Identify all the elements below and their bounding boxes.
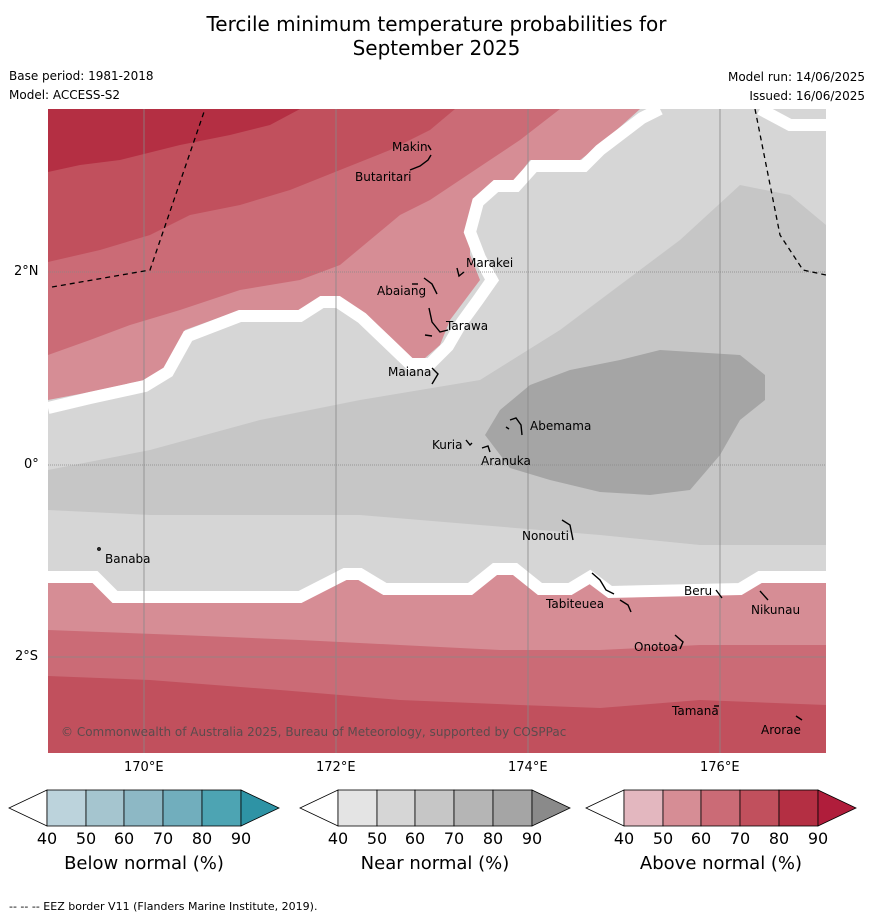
place-label: Tarawa — [445, 319, 488, 333]
lat-tick: 2°N — [14, 264, 39, 279]
place-label: Nikunau — [751, 603, 800, 617]
cb-tick: 40 — [327, 829, 349, 848]
lat-tick: 2°S — [15, 649, 39, 664]
eez-border-east — [754, 109, 826, 276]
place-label: Arorae — [761, 723, 801, 737]
island-outlines — [97, 144, 803, 721]
colorbar-label-near: Near normal (%) — [360, 853, 510, 874]
above-normal-80-north — [48, 109, 300, 172]
tercile-boundary-south — [48, 563, 826, 603]
near-normal-60-region — [485, 350, 765, 495]
place-label: Onotoa — [634, 640, 678, 654]
place-label: Tabiteuea — [545, 597, 604, 611]
place-label: Banaba — [105, 552, 151, 566]
colorbar-near-normal — [299, 789, 571, 827]
cb-tick: 50 — [366, 829, 388, 848]
place-label: Marakei — [466, 256, 513, 270]
above-normal-70-south — [48, 676, 826, 753]
title-line-2: September 2025 — [352, 36, 521, 60]
cb-tick: 50 — [652, 829, 674, 848]
cb-tick: 90 — [230, 829, 252, 848]
cb-tick: 60 — [690, 829, 712, 848]
eez-border-west — [51, 109, 206, 288]
place-label: Butaritari — [355, 170, 412, 184]
cb-tick: 70 — [729, 829, 751, 848]
place-label: Abaiang — [377, 284, 426, 298]
lon-tick: 176°E — [700, 760, 740, 775]
cb-tick: 80 — [768, 829, 790, 848]
place-label: Makin — [392, 140, 428, 154]
cb-tick: 70 — [443, 829, 465, 848]
lon-tick: 174°E — [508, 760, 548, 775]
place-labels: Makin Butaritari Marakei Abaiang Tarawa … — [105, 140, 801, 737]
base-period: Base period: 1981-2018 — [9, 69, 154, 83]
cb-tick: 40 — [36, 829, 58, 848]
lat-tick: 0° — [24, 457, 39, 472]
cb-tick: 80 — [482, 829, 504, 848]
place-label: Nonouti — [522, 529, 569, 543]
tercile-boundary-northeast — [757, 109, 826, 131]
colorbar-below-normal — [8, 789, 280, 827]
cb-tick: 70 — [152, 829, 174, 848]
probability-map: Makin Butaritari Marakei Abaiang Tarawa … — [48, 109, 826, 753]
place-label: Kuria — [432, 438, 463, 452]
lon-tick: 170°E — [124, 760, 164, 775]
title-line-1: Tercile minimum temperature probabilitie… — [206, 12, 667, 36]
footnote: -- -- -- EEZ border V11 (Flanders Marine… — [9, 900, 318, 913]
cb-tick: 40 — [613, 829, 635, 848]
issued-date: Issued: 16/06/2025 — [749, 89, 865, 103]
cb-tick: 50 — [75, 829, 97, 848]
map-title: Tercile minimum temperature probabilitie… — [0, 12, 873, 60]
cb-tick: 90 — [807, 829, 829, 848]
place-label: Tamana — [671, 704, 719, 718]
graticule — [48, 109, 826, 753]
copyright-notice: © Commonwealth of Australia 2025, Bureau… — [61, 725, 566, 739]
colorbar-label-below: Below normal (%) — [64, 853, 224, 874]
model-run: Model run: 14/06/2025 — [727, 70, 865, 84]
place-label: Maiana — [388, 365, 431, 379]
lon-tick: 172°E — [316, 760, 356, 775]
place-label: Aranuka — [481, 454, 531, 468]
place-label: Beru — [684, 584, 712, 598]
cb-tick: 60 — [404, 829, 426, 848]
cb-tick: 80 — [191, 829, 213, 848]
colorbar-above-normal — [585, 789, 857, 827]
place-label: Abemama — [530, 419, 591, 433]
cb-tick: 60 — [113, 829, 135, 848]
cb-tick: 90 — [521, 829, 543, 848]
colorbar-label-above: Above normal (%) — [639, 853, 803, 874]
model-name: Model: ACCESS-S2 — [9, 88, 121, 102]
